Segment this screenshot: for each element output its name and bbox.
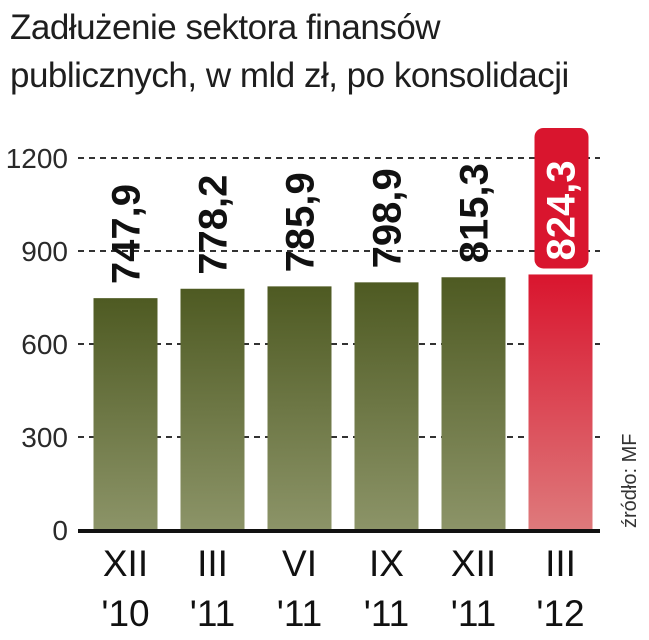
category-label-year: '11 [364, 593, 409, 634]
value-label: 785,9 [279, 172, 323, 272]
bar [93, 298, 158, 530]
bar [267, 286, 332, 530]
value-label: 798,9 [366, 168, 410, 268]
chart-title-line-2: publicznych, w mld zł, po konsolidacji [10, 56, 569, 95]
highlight-value-badge [534, 128, 589, 269]
bar [441, 277, 506, 530]
bar [354, 282, 419, 530]
category-label-month: III [197, 543, 228, 584]
category-label-month: VI [282, 543, 317, 584]
category-label-year: '11 [451, 593, 496, 634]
value-label: 778,2 [192, 175, 236, 275]
chart-title: Zadłużenie sektora finansów publicznych,… [10, 4, 645, 100]
value-label: 824,3 [540, 160, 584, 260]
y-tick-label: 0 [52, 515, 68, 546]
category-label-month: XII [451, 543, 496, 584]
category-label-month: XII [103, 543, 148, 584]
category-label-year: '11 [277, 593, 322, 634]
highlight-bar [528, 274, 593, 530]
category-label-year: '11 [190, 593, 235, 634]
chart-title-line-1: Zadłużenie sektora finansów [10, 8, 441, 47]
value-label: 747,9 [105, 184, 149, 284]
y-tick-label: 600 [21, 329, 68, 360]
bar [180, 288, 245, 530]
category-label-year: '12 [536, 593, 584, 634]
y-tick-label: 300 [21, 422, 68, 453]
y-tick-label: 1200 [6, 143, 68, 174]
source-label: źródło: MF [619, 434, 641, 528]
category-label-month: III [545, 543, 576, 584]
category-label-month: IX [369, 543, 404, 584]
value-label: 815,3 [453, 163, 497, 263]
y-tick-label: 900 [21, 236, 68, 267]
category-label-year: '10 [101, 593, 149, 634]
